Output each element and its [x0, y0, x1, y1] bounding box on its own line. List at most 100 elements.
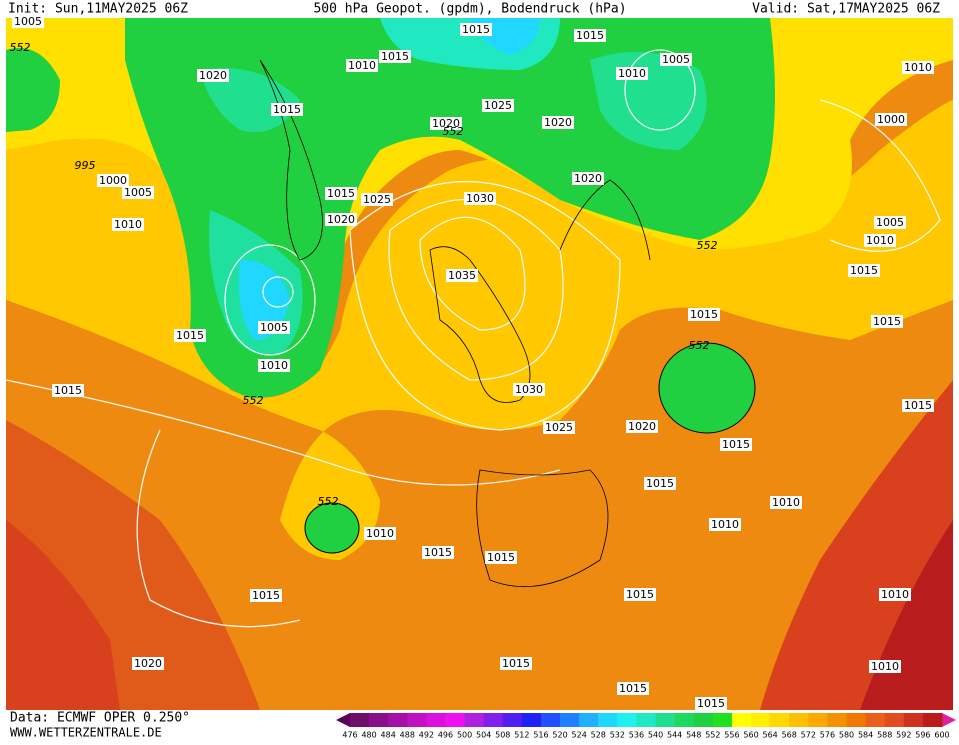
isobar-label-bg [422, 546, 454, 559]
isobar-label-bg [616, 67, 648, 80]
isobar-label-bg [460, 23, 492, 36]
isobar-label: 1010 [260, 359, 288, 372]
isobar-label-bg [132, 657, 164, 670]
isobar-label: 1015 [850, 264, 878, 277]
isobar-label: 1010 [866, 234, 894, 247]
isobar-label-bg [709, 518, 741, 531]
isobar-label-bg [864, 234, 896, 247]
colorbar-swatch [464, 713, 485, 727]
colorbar-swatch [483, 713, 504, 727]
isobar-label: 1005 [876, 216, 904, 229]
colorbar-swatch [922, 713, 943, 727]
colorbar-end [942, 713, 956, 727]
isobar-label: 1010 [114, 218, 142, 231]
colorbar-label: 536 [629, 731, 644, 740]
isobar-label-bg [874, 216, 906, 229]
isobar-label: 1015 [697, 697, 725, 710]
colorbar-swatch [770, 713, 790, 727]
isobar-label-bg [464, 192, 496, 205]
isobar-label-bg [500, 657, 532, 670]
isobar-label: 1015 [327, 187, 355, 200]
colorbar-swatch [426, 713, 446, 727]
colorbar-label: 564 [762, 731, 777, 740]
isobar-label: 1020 [544, 116, 572, 129]
colorbar-label: 600 [934, 731, 949, 740]
isobar-label: 1010 [711, 518, 739, 531]
isobar-label: 1015 [502, 657, 530, 670]
colorbar-label: 556 [724, 731, 739, 740]
isobar-label-bg [97, 174, 129, 187]
isobar-label: 1025 [545, 421, 573, 434]
colorbar-swatch [731, 713, 752, 727]
colorbar-label: 508 [495, 731, 510, 740]
isobar-label-bg [513, 383, 545, 396]
colorbar-label: 572 [801, 731, 816, 740]
isobar-label-bg [902, 61, 934, 74]
height-label: 552 [10, 41, 31, 54]
isobar-label-bg [271, 103, 303, 116]
height-label: 552 [689, 339, 710, 352]
isobar-label-bg [902, 399, 934, 412]
colorbar-swatch [502, 713, 523, 727]
isobar-label: 1030 [466, 192, 494, 205]
isobar-label-bg [325, 213, 357, 226]
isobar-label-bg [542, 116, 574, 129]
isobar-label: 1005 [14, 15, 42, 28]
colorbar-label: 584 [858, 731, 873, 740]
colorbar-label: 516 [533, 731, 548, 740]
isobar-label-bg [122, 186, 154, 199]
website: WWW.WETTERZENTRALE.DE [10, 726, 162, 740]
isobar-label-bg [52, 384, 84, 397]
isobar-label-bg [250, 589, 282, 602]
isobar-label-bg [485, 551, 517, 564]
isobar-label: 1025 [363, 193, 391, 206]
isobar-label-bg [572, 172, 604, 185]
isobar-label: 1030 [515, 383, 543, 396]
isobar-label: 1015 [873, 315, 901, 328]
isobar-label: 1035 [448, 269, 476, 282]
isobar-label: 1010 [881, 588, 909, 601]
isobar-label: 1010 [871, 660, 899, 673]
colorbar-label: 532 [610, 731, 625, 740]
isobar-label: 1015 [646, 477, 674, 490]
isobar-label: 1005 [124, 186, 152, 199]
colorbar-swatch [636, 713, 657, 727]
colorbar-swatch [445, 713, 466, 727]
isobar-label-bg [688, 308, 720, 321]
isobar-label-bg [258, 359, 290, 372]
isobar-label-bg [258, 321, 290, 334]
colorbar-end [336, 713, 350, 727]
height-label: 552 [243, 394, 264, 407]
colorbar-label: 476 [342, 731, 357, 740]
isobar-label-bg [364, 527, 396, 540]
colorbar-label: 484 [381, 731, 396, 740]
colorbar-swatch [827, 713, 848, 727]
colorbar-swatch [369, 713, 389, 727]
isobar-label: 1020 [432, 117, 460, 130]
colorbar-label: 576 [820, 731, 835, 740]
isobar-label-bg [12, 15, 44, 28]
isobar-label: 1000 [877, 113, 905, 126]
isobar-label: 1015 [487, 551, 515, 564]
colorbar-label: 480 [361, 731, 376, 740]
colorbar-label: 596 [915, 731, 930, 740]
isobar-label: 1005 [662, 53, 690, 66]
colorbar-label: 488 [400, 731, 415, 740]
colorbar-label: 588 [877, 731, 892, 740]
isobar-label: 1015 [619, 682, 647, 695]
isobar-label: 1010 [618, 67, 646, 80]
colorbar-label: 504 [476, 731, 491, 740]
colorbar-swatch [617, 713, 637, 727]
colorbar-label: 496 [438, 731, 453, 740]
height-label: 552 [697, 239, 718, 252]
data-source: Data: ECMWF OPER 0.250° [10, 711, 190, 726]
height-label: 995 [75, 159, 96, 172]
isobar-label-bg [112, 218, 144, 231]
isobar-label-bg [346, 59, 378, 72]
isobar-label-bg [574, 29, 606, 42]
colorbar-swatch [388, 713, 408, 727]
height-label: 552 [318, 495, 339, 508]
colorbar-label: 500 [457, 731, 472, 740]
isobar-label: 1015 [626, 588, 654, 601]
isobar-label-bg [871, 315, 903, 328]
